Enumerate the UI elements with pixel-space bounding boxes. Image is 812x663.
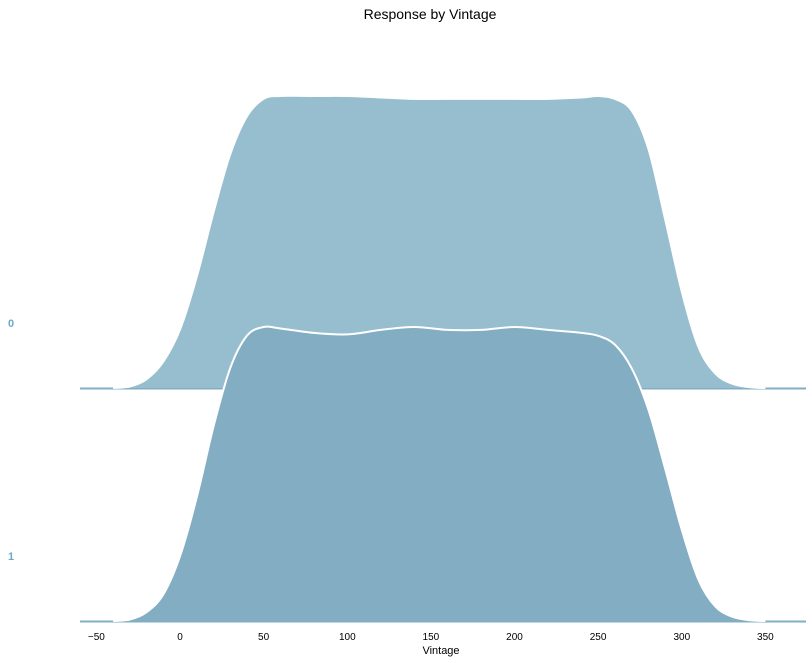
density-area	[113, 95, 766, 389]
x-tick-label: 250	[590, 632, 607, 643]
x-tick-label: 200	[506, 632, 523, 643]
x-tick-label: 100	[339, 632, 356, 643]
x-tick-label: −50	[88, 632, 105, 643]
row-label-0: 0	[8, 318, 14, 330]
ridge-1	[80, 325, 806, 623]
x-axis-label: Vintage	[422, 645, 459, 657]
density-outline	[113, 94, 766, 389]
x-tick-label: 150	[423, 632, 440, 643]
row-labels: 01	[8, 318, 14, 563]
chart-title: Response by Vintage	[364, 6, 497, 22]
density-area	[113, 326, 766, 621]
ridges	[80, 94, 806, 623]
x-tick-label: 50	[258, 632, 270, 643]
x-tick-label: 0	[177, 632, 183, 643]
x-axis-ticks: −50 0 50 100 150 200 250 300 350	[88, 632, 774, 643]
x-tick-label: 350	[757, 632, 774, 643]
row-label-1: 1	[8, 551, 14, 563]
x-tick-label: 300	[673, 632, 690, 643]
density-outline	[113, 325, 766, 622]
